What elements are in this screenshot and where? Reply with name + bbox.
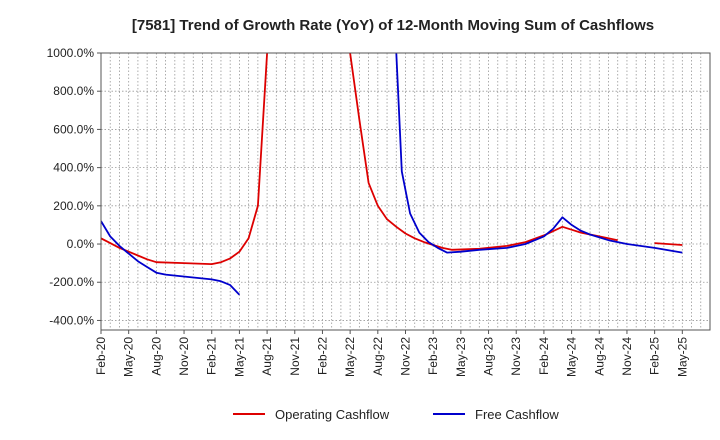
x-tick-label: Feb-23 [426,337,440,375]
series-line-operating-cashflow [654,242,683,246]
legend: Operating Cashflow Free Cashflow [233,407,559,422]
series-line-free-cashflow [101,220,241,296]
y-tick-label: 0.0% [67,237,95,251]
y-tick-label: 200.0% [53,199,94,213]
series-lines [101,53,683,296]
chart-title: [7581] Trend of Growth Rate (YoY) of 12-… [132,17,654,34]
x-tick-label: May-25 [675,337,689,377]
y-tick-label: -200.0% [49,275,94,289]
x-tick-label: Aug-21 [260,337,274,376]
x-axis-ticks: Feb-20 May-20 Aug-20 Nov-20 Feb-21 May-21 Aug-… [94,330,689,377]
grid [101,53,710,330]
x-tick-label: Feb-21 [205,337,219,375]
x-tick-label: Nov-20 [177,337,191,376]
x-tick-label: Feb-20 [94,337,108,375]
y-tick-label: 800.0% [53,84,94,98]
x-tick-label: Aug-23 [482,337,496,376]
x-tick-label: May-23 [454,337,468,377]
x-tick-label: Nov-21 [288,337,302,376]
x-tick-label: Aug-22 [371,337,385,376]
x-tick-label: Feb-25 [648,337,662,375]
x-tick-label: Aug-24 [592,337,606,376]
x-tick-label: Feb-24 [537,337,551,375]
series-line-operating-cashflow [349,53,618,251]
x-tick-label: May-24 [565,337,579,377]
series-line-free-cashflow [395,53,683,254]
x-tick-label: May-20 [122,337,136,377]
legend-label-operating-cashflow: Operating Cashflow [275,407,390,422]
x-tick-label: Aug-20 [149,337,163,376]
x-tick-label: May-21 [232,337,246,377]
plot-frame [100,52,711,331]
y-axis-ticks: 1000.0% 800.0% 600.0% 400.0% 200.0% 0.0% -200.… [47,46,101,327]
x-tick-label: Feb-22 [315,337,329,375]
y-tick-label: 1000.0% [47,46,95,60]
y-tick-label: -400.0% [49,313,94,327]
legend-label-free-cashflow: Free Cashflow [475,407,559,422]
x-tick-label: Nov-22 [399,337,413,376]
y-tick-label: 400.0% [53,161,94,175]
x-tick-label: May-22 [343,337,357,377]
y-tick-label: 600.0% [53,122,94,136]
x-tick-label: Nov-24 [620,337,634,376]
x-tick-label: Nov-23 [509,337,523,376]
